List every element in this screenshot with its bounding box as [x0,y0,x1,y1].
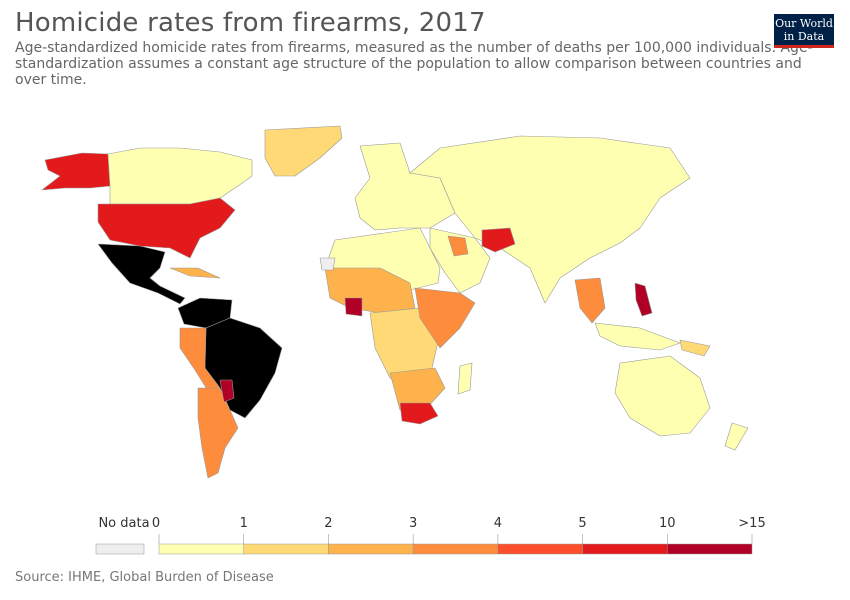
chart-subtitle: Age-standardized homicide rates from fir… [15,40,813,88]
legend-bin-6[interactable] [667,543,753,555]
legend-tick-label: 2 [324,516,332,531]
legend: No data 0 1 2 3 4 5 10 >15 [0,510,850,560]
world-map[interactable] [20,118,750,488]
logo-line-2: in Data [783,30,825,43]
legend-bin-2[interactable] [328,543,414,555]
legend-tick-label: 10 [659,516,676,531]
legend-no-data-swatch [95,543,145,555]
legend-bin-3[interactable] [412,543,499,555]
world-map-svg [41,125,749,479]
region-philippines[interactable] [634,282,653,317]
region-new-zealand[interactable] [724,422,749,451]
region-madagascar[interactable] [457,362,473,395]
region-europe[interactable] [354,142,456,231]
region-western-sahara[interactable] [319,257,336,271]
legend-svg: No data 0 1 2 3 4 5 10 >15 [95,516,766,555]
region-south-africa[interactable] [399,402,439,425]
legend-bin-1[interactable] [243,543,329,555]
region-southeast-asia[interactable] [574,277,606,324]
region-cote-divoire[interactable] [344,297,363,317]
region-middle-east[interactable] [429,227,491,294]
region-canada[interactable] [107,147,253,205]
region-iraq[interactable] [447,235,469,257]
legend-no-data-label: No data [98,516,149,531]
legend-tick-label: 4 [494,516,502,531]
legend-tick-label: 0 [152,516,160,531]
legend-bin-5[interactable] [582,543,668,555]
region-indonesia[interactable] [594,322,681,351]
legend-tick-label: 1 [240,516,248,531]
region-afghanistan[interactable] [481,227,516,253]
source-note: Source: IHME, Global Burden of Disease [15,570,274,585]
region-png[interactable] [679,339,711,357]
region-southern-africa[interactable] [389,367,446,411]
region-caribbean[interactable] [169,267,221,279]
region-greenland[interactable] [264,125,343,177]
region-mexico[interactable] [97,243,186,305]
chart-title: Homicide rates from firearms, 2017 [15,8,486,38]
region-usa[interactable] [97,197,236,259]
region-asia[interactable] [409,135,691,304]
region-paraguay[interactable] [219,379,235,403]
legend-tick-label: 5 [578,516,586,531]
legend-bin-0[interactable] [158,543,244,555]
owid-logo[interactable]: Our World in Data [774,14,834,48]
legend-tick-label: 3 [409,516,417,531]
region-australia[interactable] [614,355,711,437]
logo-line-1: Our World [775,17,833,30]
legend-tick-label: >15 [738,516,765,531]
region-alaska[interactable] [41,152,111,191]
legend-bin-4[interactable] [497,543,583,555]
region-east-africa[interactable] [414,287,476,349]
